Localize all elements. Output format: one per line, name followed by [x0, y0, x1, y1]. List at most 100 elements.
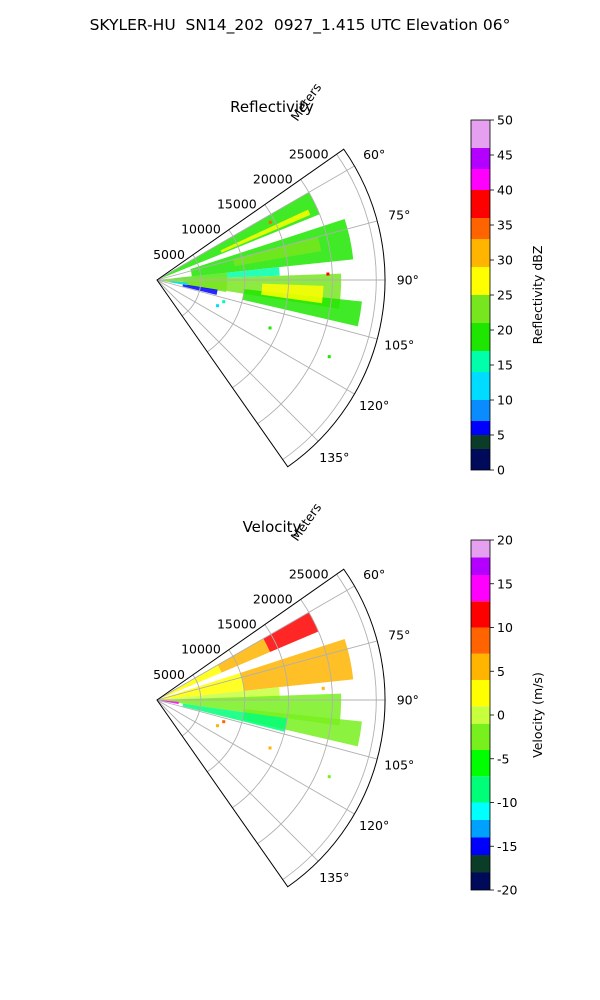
velocity-azimuth-tick-label: 135°: [319, 870, 349, 885]
velocity-colorbar-band: [471, 680, 490, 707]
velocity-colorbar-tick-label: 0: [497, 708, 505, 723]
reflectivity-range-ring: [282, 153, 377, 460]
reflectivity-frame: [156, 148, 386, 468]
reflectivity-echo-region: [169, 281, 188, 286]
reflectivity-echo-point: [327, 355, 331, 359]
velocity-echo-point: [268, 746, 272, 750]
velocity-colorbar-band: [471, 653, 490, 680]
velocity-range-tick-label: 5000: [153, 667, 185, 682]
reflectivity-range-ticks: 5000 10000 15000 20000 25000: [153, 146, 329, 262]
reflectivity-echo-region: [220, 209, 311, 253]
velocity-colorbar-tick-label: 10: [497, 620, 513, 635]
reflectivity-colorbar-band: [471, 449, 490, 470]
velocity-echo-region: [157, 672, 245, 700]
velocity-colorbar-tick-label: -10: [497, 795, 517, 810]
reflectivity-echo-region: [261, 283, 324, 304]
reflectivity-echo-point: [268, 220, 272, 224]
reflectivity-colorbar-band: [471, 435, 490, 449]
reflectivity-echoes: [157, 192, 362, 359]
velocity-range-ring: [232, 624, 289, 809]
reflectivity-colorbar: 0 5 10 15 20 25 30 35 40 45 50: [470, 113, 513, 478]
reflectivity-colorbar-tick-label: 0: [497, 463, 505, 478]
velocity-echo-point: [216, 724, 220, 728]
reflectivity-range-tick-label: 20000: [253, 171, 293, 186]
reflectivity-colorbar-tick-label: 15: [497, 358, 513, 373]
reflectivity-echo-region: [157, 192, 320, 280]
reflectivity-azimuth-spoke: [156, 165, 355, 281]
velocity-azimuth-spoke: [156, 699, 319, 862]
velocity-colorbar-band: [471, 540, 490, 558]
velocity-echo-region: [240, 639, 354, 691]
velocity-echo-point: [321, 686, 325, 690]
velocity-colorbar-band: [471, 706, 490, 724]
reflectivity-echo-region: [190, 219, 354, 277]
reflectivity-range-tick-label: 15000: [217, 197, 257, 212]
velocity-colorbar-band: [471, 776, 490, 803]
velocity-colorbar-band: [471, 837, 490, 855]
reflectivity-echo-region: [242, 289, 362, 327]
reflectivity-colorbar-band: [471, 148, 490, 169]
velocity-colorbar-tick-label: 5: [497, 664, 505, 679]
velocity-azimuth-spoke: [156, 699, 378, 760]
reflectivity-colorbar-band: [471, 120, 490, 148]
reflectivity-azimuth-tick-label: 90°: [397, 273, 419, 288]
velocity-azimuth-tick-label: 105°: [384, 757, 414, 772]
reflectivity-colorbar-band: [471, 190, 490, 218]
velocity-range-tick-label: 10000: [181, 642, 221, 657]
velocity-echoes: [157, 612, 362, 779]
velocity-colorbar-tick-label: 15: [497, 576, 513, 591]
velocity-colorbar-tick-label: -20: [497, 883, 517, 898]
velocity-range-tick-label: 15000: [217, 617, 257, 632]
reflectivity-colorbar-band: [471, 400, 490, 421]
reflectivity-colorbar-tick-label: 25: [497, 288, 513, 303]
velocity-range-ticks: 5000 10000 15000 20000 25000: [153, 566, 329, 682]
velocity-colorbar-band: [471, 601, 490, 628]
reflectivity-range-ring: [232, 204, 289, 389]
velocity-title: Velocity: [243, 518, 302, 536]
velocity-panel: Velocity 5000 10000 15000 20000 25000 60° 75°…: [153, 500, 545, 897]
reflectivity-azimuth-spoke: [156, 220, 378, 281]
reflectivity-echo-point: [268, 326, 272, 330]
velocity-colorbar-band: [471, 750, 490, 777]
reflectivity-panel: Reflectivity 5000 10000 15000 20000 25000 60…: [153, 80, 545, 477]
reflectivity-colorbar-band: [471, 372, 490, 400]
reflectivity-range-tick-label: 25000: [289, 146, 329, 161]
velocity-range-tick-label: 25000: [289, 566, 329, 581]
velocity-azimuth-spoke: [156, 699, 355, 815]
velocity-sector-outline: [156, 568, 386, 888]
velocity-azimuth-tick-label: 90°: [397, 693, 419, 708]
reflectivity-colorbar-band: [471, 218, 490, 239]
reflectivity-colorbar-tick-label: 20: [497, 323, 513, 338]
velocity-echo-region: [161, 700, 179, 705]
reflectivity-colorbar-tick-label: 50: [497, 113, 513, 128]
velocity-echo-point: [222, 720, 226, 724]
reflectivity-azimuth-tick-label: 135°: [319, 450, 349, 465]
reflectivity-echo-region: [233, 236, 322, 267]
reflectivity-colorbar-band: [471, 169, 490, 190]
reflectivity-range-tick-label: 5000: [153, 247, 185, 262]
reflectivity-colorbar-tick-label: 35: [497, 218, 513, 233]
velocity-colorbar-band: [471, 855, 490, 873]
reflectivity-colorbar-tick-label: 45: [497, 148, 513, 163]
reflectivity-colorbar-tick-label: 10: [497, 393, 513, 408]
velocity-echo-region: [182, 703, 288, 732]
reflectivity-azimuth-tick-label: 120°: [359, 398, 389, 413]
velocity-frame: [156, 568, 386, 888]
velocity-azimuth-ticks: 60° 75° 90° 105° 120° 135°: [319, 567, 419, 885]
reflectivity-colorbar-band: [471, 267, 490, 295]
velocity-colorbar-tick-label: 20: [497, 533, 513, 548]
velocity-echo-region: [263, 612, 319, 653]
velocity-colorbar-band: [471, 627, 490, 654]
velocity-azimuth-tick-label: 120°: [359, 818, 389, 833]
velocity-echo-region: [217, 638, 271, 673]
reflectivity-colorbar-band: [471, 323, 490, 351]
reflectivity-range-ring: [207, 229, 246, 353]
reflectivity-azimuth-ticks: 60° 75° 90° 105° 120° 135°: [319, 147, 419, 465]
reflectivity-grid: [156, 153, 385, 460]
velocity-colorbar-band: [471, 872, 490, 890]
reflectivity-echo-point: [326, 272, 330, 276]
velocity-colorbar-tick-label: -15: [497, 839, 517, 854]
reflectivity-colorbar-label: Reflectivity dBZ: [530, 246, 545, 345]
velocity-azimuth-spoke: [156, 640, 378, 701]
